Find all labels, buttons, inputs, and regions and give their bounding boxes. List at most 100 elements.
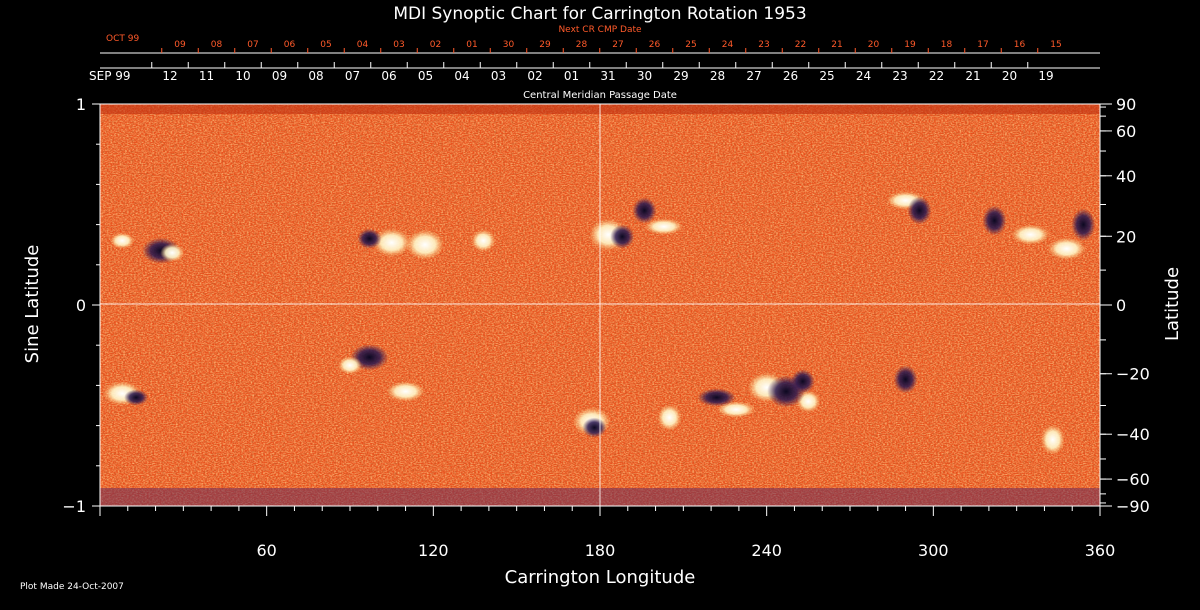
cmp-date-label: 22 [929, 69, 944, 83]
cmp-date-label: 02 [527, 69, 542, 83]
cmp-date-label: 29 [673, 69, 688, 83]
cmp-date-label: 03 [491, 69, 506, 83]
negative-flux-region [632, 197, 657, 224]
negative-flux-region [582, 417, 607, 438]
negative-flux-region [907, 196, 932, 225]
next-cr-date-label: 24 [722, 40, 734, 50]
y-right-tick-label: −60 [1116, 470, 1150, 489]
next-cr-date-label: 25 [685, 40, 696, 50]
cmp-date-label: 09 [272, 69, 287, 83]
cmp-date-label: 19 [1038, 69, 1053, 83]
next-cr-date-label: 09 [174, 40, 186, 50]
cmp-date-label: 05 [418, 69, 433, 83]
negative-flux-region [610, 224, 635, 249]
y-axis-label-left: Sine Latitude [22, 245, 43, 364]
x-axis-label: Carrington Longitude [505, 567, 696, 588]
next-cr-date-label: 23 [758, 40, 769, 50]
positive-flux-region [1011, 224, 1050, 245]
x-tick-label: 240 [751, 541, 782, 560]
next-cr-date-label: 06 [284, 40, 296, 50]
negative-flux-region [982, 205, 1007, 236]
positive-flux-region [1047, 237, 1086, 260]
negative-flux-region [697, 388, 736, 407]
x-tick-label: 300 [918, 541, 949, 560]
x-tick-label: 360 [1085, 541, 1116, 560]
next-cr-date-label: 26 [649, 40, 661, 50]
next-cr-date-label: 03 [393, 40, 404, 50]
next-cr-date-label: 21 [831, 40, 842, 50]
cmp-date-label: 06 [381, 69, 396, 83]
y-right-tick-label: 20 [1116, 227, 1136, 246]
next-cr-date-label: 28 [576, 40, 588, 50]
positive-flux-region [338, 356, 362, 375]
y-right-tick-label: 90 [1116, 95, 1136, 114]
next-cr-date-label: 05 [320, 40, 331, 50]
cmp-date-label: 30 [637, 69, 652, 83]
next-cr-date-label: 27 [612, 40, 623, 50]
positive-flux-region [406, 229, 444, 260]
next-cr-date-label: 30 [503, 40, 515, 50]
x-tick-label: 60 [256, 541, 276, 560]
cmp-date-label: 31 [600, 69, 615, 83]
positive-flux-region [657, 404, 682, 431]
cmp-date-label: 26 [783, 69, 798, 83]
positive-flux-region [160, 243, 185, 262]
positive-flux-region [1040, 424, 1065, 455]
next-cr-date-label: 18 [941, 40, 953, 50]
cmp-date-label: 08 [308, 69, 323, 83]
next-cr-date-label: 01 [466, 40, 477, 50]
y-right-tick-label: −90 [1116, 497, 1150, 516]
negative-flux-region [357, 228, 382, 249]
next-cr-date-label: 22 [795, 40, 806, 50]
cmp-date-label: 01 [564, 69, 579, 83]
cmp-date-label: 28 [710, 69, 725, 83]
next-cr-date-label: 16 [1014, 40, 1026, 50]
y-axis-label-right: Latitude [1162, 267, 1183, 341]
cmp-date-label: 24 [856, 69, 871, 83]
x-tick-label: 120 [418, 541, 449, 560]
next-cr-date-label: 29 [539, 40, 551, 50]
y-left-tick-label: −1 [62, 497, 86, 516]
cmp-date-label: 10 [235, 69, 250, 83]
cmp-date-label: 12 [162, 69, 177, 83]
chart-title: MDI Synoptic Chart for Carrington Rotati… [393, 4, 806, 24]
y-right-tick-label: −40 [1116, 425, 1150, 444]
positive-flux-region [110, 232, 135, 249]
cmp-date-label: 11 [199, 69, 214, 83]
plot-made-note: Plot Made 24-Oct-2007 [20, 582, 124, 592]
cmp-date-label: 07 [345, 69, 360, 83]
positive-flux-region [372, 228, 411, 257]
y-left-tick-label: 0 [76, 296, 86, 315]
negative-flux-region [1071, 208, 1096, 241]
negative-flux-region [790, 369, 815, 394]
cmp-date-label: 20 [1002, 69, 1017, 83]
negative-flux-region [124, 389, 149, 406]
y-right-tick-label: 40 [1116, 167, 1136, 186]
positive-flux-region [717, 401, 756, 418]
y-right-tick-label: 60 [1116, 122, 1136, 141]
top-axis-month: SEP 99 [89, 69, 131, 83]
next-cr-label: Next CR CMP Date [558, 25, 642, 35]
next-cr-date-label: 15 [1050, 40, 1061, 50]
next-cr-date-label: 08 [211, 40, 223, 50]
positive-flux-region [386, 381, 425, 402]
positive-flux-region [644, 218, 683, 235]
next-cr-date-label: 02 [430, 40, 441, 50]
next-cr-month: OCT 99 [106, 34, 139, 44]
next-cr-date-label: 07 [247, 40, 258, 50]
cmp-date-label: 04 [454, 69, 469, 83]
next-cr-date-label: 19 [904, 40, 916, 50]
next-cr-date-label: 04 [357, 40, 369, 50]
y-right-tick-label: −20 [1116, 365, 1150, 384]
cmp-date-label: 25 [819, 69, 834, 83]
y-right-tick-label: 0 [1116, 296, 1126, 315]
top-axis-label: Central Meridian Passage Date [523, 90, 677, 101]
cmp-date-label: 27 [746, 69, 761, 83]
x-tick-label: 180 [585, 541, 616, 560]
negative-flux-region [893, 365, 918, 394]
cmp-date-label: 23 [892, 69, 907, 83]
y-left-tick-label: 1 [76, 95, 86, 114]
positive-flux-region [471, 229, 496, 252]
cmp-date-label: 21 [965, 69, 980, 83]
